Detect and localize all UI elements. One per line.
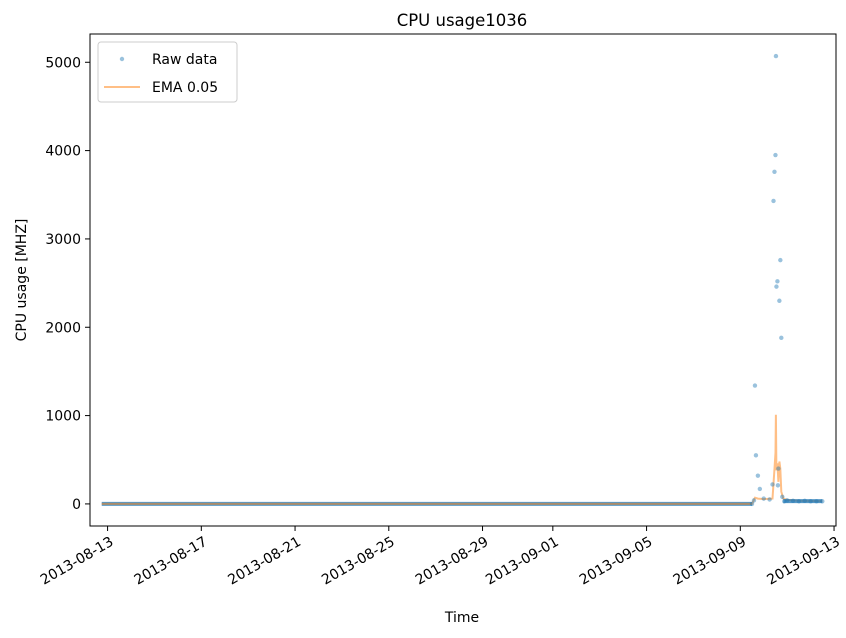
ema-line bbox=[101, 414, 823, 505]
x-tick-label: 2013-08-13 bbox=[38, 534, 116, 589]
raw-data-point bbox=[755, 473, 761, 478]
legend-raw-data-marker bbox=[119, 56, 125, 62]
raw-data-point bbox=[753, 453, 759, 458]
x-axis: 2013-08-13 2013-08-17 2013-08-21 2013-08-25… bbox=[38, 526, 843, 588]
raw-data-point bbox=[780, 494, 785, 500]
raw-data-point bbox=[770, 482, 775, 487]
y-tick-label: 2000 bbox=[45, 320, 81, 336]
legend: Raw data EMA 0.05 bbox=[97, 41, 238, 103]
y-tick-label: 0 bbox=[72, 497, 81, 513]
x-tick-label: 2013-08-25 bbox=[319, 534, 397, 589]
plot-frame bbox=[89, 33, 837, 527]
y-tick-label: 4000 bbox=[45, 144, 81, 160]
raw-data-point bbox=[757, 486, 763, 492]
x-tick-label: 2013-08-17 bbox=[132, 534, 210, 589]
y-tick-label: 5000 bbox=[45, 55, 81, 71]
raw-data-point bbox=[777, 298, 782, 303]
x-tick-label: 2013-09-01 bbox=[483, 534, 561, 589]
raw-data-point bbox=[779, 335, 784, 341]
chart-title: CPU usage1036 bbox=[397, 11, 528, 30]
raw-data-point bbox=[773, 53, 779, 59]
x-tick-label: 2013-08-29 bbox=[413, 534, 491, 589]
legend-raw-data-label: Raw data bbox=[152, 52, 217, 68]
y-tick-label: 3000 bbox=[45, 232, 81, 248]
y-axis: 0 1000 2000 3000 4000 5000 bbox=[45, 55, 90, 513]
x-tick-label: 2013-09-13 bbox=[764, 534, 842, 589]
raw-data-point bbox=[775, 483, 781, 488]
raw-data-point bbox=[767, 497, 772, 502]
x-tick-label: 2013-08-21 bbox=[225, 534, 303, 589]
x-tick-label: 2013-09-05 bbox=[577, 534, 655, 589]
y-tick-label: 1000 bbox=[45, 409, 81, 425]
raw-data-point bbox=[749, 501, 755, 507]
x-axis-label: Time bbox=[444, 610, 479, 626]
raw-data-point bbox=[752, 383, 758, 388]
raw-data-point bbox=[776, 466, 781, 471]
raw-data-point bbox=[774, 284, 779, 289]
raw-data-point bbox=[778, 257, 783, 263]
plot-layer bbox=[101, 53, 825, 507]
raw-data-point bbox=[775, 279, 780, 284]
legend-ema-label: EMA 0.05 bbox=[152, 80, 218, 96]
raw-data-point bbox=[761, 496, 766, 501]
raw-data-point bbox=[751, 498, 757, 503]
raw-data-point bbox=[773, 152, 778, 158]
raw-data-point bbox=[772, 169, 777, 174]
raw-data-point bbox=[771, 198, 776, 204]
y-axis-label: CPU usage [MHZ] bbox=[14, 219, 30, 342]
x-tick-label: 2013-09-09 bbox=[671, 534, 749, 589]
